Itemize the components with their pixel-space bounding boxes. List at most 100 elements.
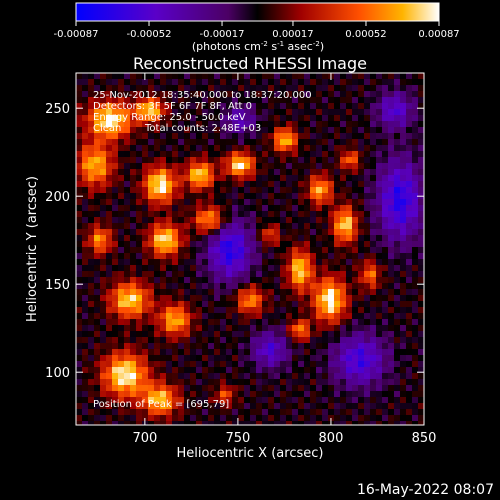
heatmap-cell — [274, 397, 281, 404]
heatmap-cell — [100, 415, 107, 422]
heatmap-cell — [340, 265, 347, 272]
heatmap-cell — [280, 169, 287, 176]
heatmap-cell — [340, 409, 347, 416]
heatmap-cell — [220, 103, 227, 110]
heatmap-cell — [142, 181, 149, 188]
heatmap-cell — [352, 121, 359, 128]
heatmap-cell — [406, 421, 413, 425]
heatmap-cell — [88, 169, 95, 176]
heatmap-cell — [316, 133, 323, 140]
heatmap-cell — [358, 91, 365, 98]
heatmap-cell — [172, 187, 179, 194]
heatmap-cell — [250, 217, 257, 224]
heatmap-cell — [178, 127, 185, 134]
heatmap-cell — [274, 265, 281, 272]
heatmap-cell — [418, 73, 424, 80]
heatmap-cell — [208, 109, 215, 116]
heatmap-cell — [160, 355, 167, 362]
heatmap-cell — [382, 295, 389, 302]
heatmap-cell — [310, 79, 317, 86]
heatmap-cell — [406, 259, 413, 266]
heatmap-cell — [310, 331, 317, 338]
heatmap-cell — [148, 97, 155, 104]
heatmap-cell — [280, 139, 287, 146]
heatmap-cell — [376, 337, 383, 344]
heatmap-cell — [418, 403, 424, 410]
heatmap-cell — [106, 121, 113, 128]
heatmap-cell — [82, 103, 89, 110]
heatmap-cell — [280, 337, 287, 344]
heatmap-cell — [118, 355, 125, 362]
heatmap-cell — [88, 373, 95, 380]
heatmap-cell — [214, 385, 221, 392]
heatmap-cell — [346, 307, 353, 314]
heatmap-cell — [328, 139, 335, 146]
heatmap-cell — [382, 397, 389, 404]
heatmap-cell — [298, 325, 305, 332]
heatmap-cell — [388, 193, 395, 200]
heatmap-cell — [370, 181, 377, 188]
heatmap-cell — [238, 331, 245, 338]
heatmap-cell — [106, 367, 113, 374]
heatmap-cell — [220, 139, 227, 146]
heatmap-cell — [304, 217, 311, 224]
heatmap-cell — [142, 307, 149, 314]
heatmap-cell — [136, 193, 143, 200]
heatmap-cell — [352, 103, 359, 110]
heatmap-cell — [286, 355, 293, 362]
heatmap-cell — [364, 157, 371, 164]
heatmap-cell — [418, 331, 424, 338]
heatmap-cell — [334, 133, 341, 140]
heatmap-cell — [268, 379, 275, 386]
heatmap-cell — [142, 301, 149, 308]
heatmap-cell — [268, 331, 275, 338]
heatmap-cell — [334, 271, 341, 278]
heatmap-cell — [256, 265, 263, 272]
heatmap-cell — [256, 271, 263, 278]
heatmap-cell — [298, 361, 305, 368]
heatmap-cell — [418, 355, 424, 362]
heatmap-cell — [406, 157, 413, 164]
heatmap-cell — [268, 397, 275, 404]
heatmap-cell — [274, 253, 281, 260]
heatmap-cell — [82, 391, 89, 398]
heatmap-cell — [328, 157, 335, 164]
heatmap-cell — [160, 253, 167, 260]
heatmap-cell — [130, 199, 137, 206]
heatmap-cell — [400, 73, 407, 80]
heatmap-cell — [262, 283, 269, 290]
heatmap-cell — [100, 421, 107, 425]
heatmap-cell — [76, 109, 83, 116]
heatmap-cell — [196, 313, 203, 320]
heatmap-cell — [106, 259, 113, 266]
heatmap-cell — [208, 139, 215, 146]
heatmap-cell — [376, 163, 383, 170]
heatmap-cell — [238, 325, 245, 332]
heatmap-cell — [322, 271, 329, 278]
heatmap-cell — [172, 313, 179, 320]
heatmap-cell — [364, 343, 371, 350]
heatmap-cell — [94, 121, 101, 128]
heatmap-cell — [274, 181, 281, 188]
heatmap-cell — [148, 223, 155, 230]
heatmap-cell — [286, 121, 293, 128]
heatmap-cell — [256, 235, 263, 242]
heatmap-cell — [328, 337, 335, 344]
heatmap-cell — [262, 403, 269, 410]
heatmap-cell — [256, 379, 263, 386]
heatmap-cell — [148, 301, 155, 308]
heatmap-cell — [412, 385, 419, 392]
annotation-peak-position: Position of Peak = [695,79] — [93, 399, 229, 410]
heatmap-cell — [358, 223, 365, 230]
heatmap-cell — [178, 295, 185, 302]
heatmap-cell — [370, 157, 377, 164]
heatmap-cell — [316, 397, 323, 404]
heatmap-cell — [286, 73, 293, 80]
heatmap-cell — [388, 277, 395, 284]
heatmap-cell — [142, 253, 149, 260]
heatmap-cell — [112, 157, 119, 164]
heatmap-cell — [292, 169, 299, 176]
heatmap-cell — [304, 307, 311, 314]
heatmap-cell — [298, 115, 305, 122]
heatmap-cell — [316, 85, 323, 92]
